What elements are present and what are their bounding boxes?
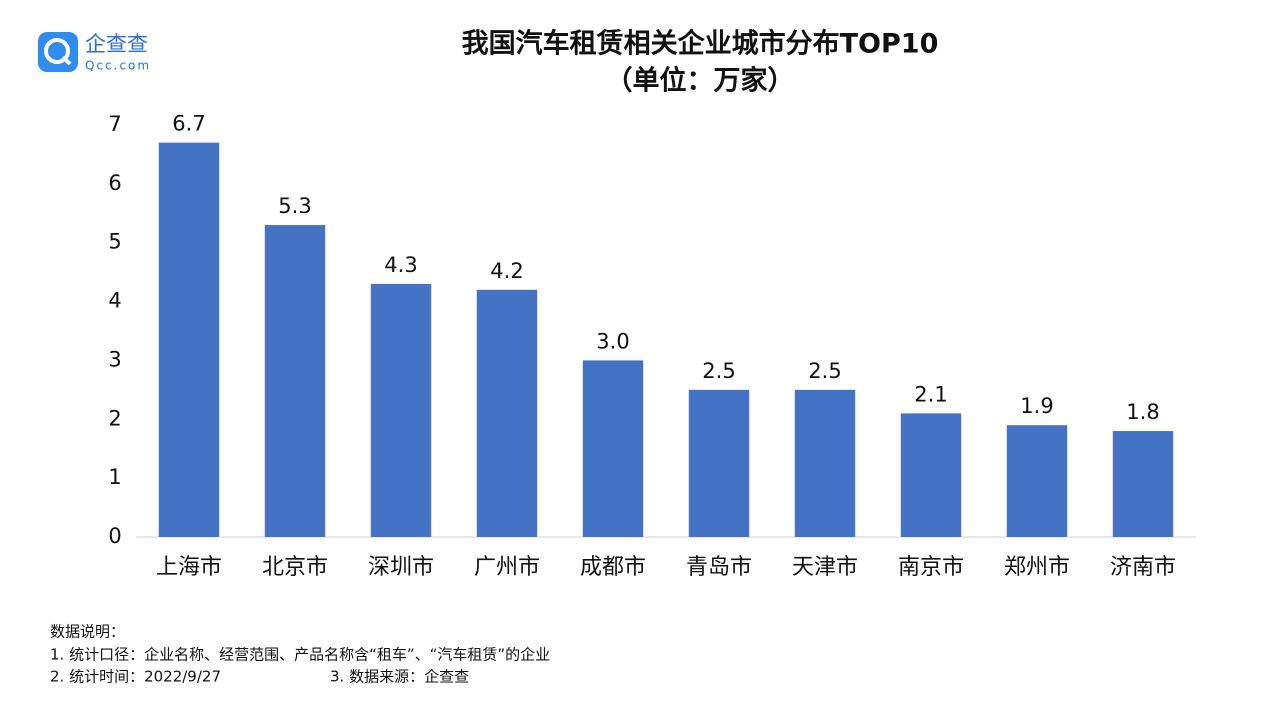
chart-title: 我国汽车租赁相关企业城市分布TOP10 <box>462 28 939 60</box>
value-label: 5.3 <box>278 194 311 218</box>
logo: 企查查 Qcc.com <box>38 32 151 73</box>
bar <box>582 360 644 537</box>
logo-domain: Qcc.com <box>85 59 151 73</box>
x-tick-label: 南京市 <box>898 555 964 580</box>
y-tick-label: 0 <box>108 524 121 548</box>
y-tick-label: 3 <box>108 347 121 371</box>
bar <box>1006 425 1068 537</box>
bar <box>1112 431 1174 537</box>
logo-icon <box>38 32 78 72</box>
note-heading: 数据说明： <box>50 623 125 641</box>
x-tick-label: 成都市 <box>580 555 646 580</box>
note: 2. 统计时间：2022/9/27 <box>50 668 221 686</box>
x-tick-label: 深圳市 <box>368 555 434 580</box>
y-tick-label: 5 <box>108 230 121 254</box>
y-tick-label: 6 <box>108 171 121 195</box>
logo-icon-q <box>44 38 70 64</box>
logo-icon-q-tail <box>61 55 72 66</box>
value-label: 2.5 <box>808 359 841 383</box>
value-label: 1.8 <box>1126 400 1159 424</box>
x-tick-label: 青岛市 <box>686 555 752 580</box>
bar <box>264 225 326 538</box>
x-tick-label: 郑州市 <box>1004 555 1070 580</box>
value-label: 1.9 <box>1020 394 1053 418</box>
value-label: 4.2 <box>490 259 523 283</box>
logo-name: 企查查 <box>85 32 148 56</box>
y-tick-label: 1 <box>108 465 121 489</box>
x-tick-label: 济南市 <box>1110 555 1176 580</box>
note: 3. 数据来源：企查查 <box>330 668 469 686</box>
bar <box>370 283 432 537</box>
x-tick-label: 广州市 <box>474 555 540 580</box>
bar <box>158 142 220 537</box>
note: 1. 统计口径：企业名称、经营范围、产品名称含“租车”、“汽车租赁”的企业 <box>50 646 550 664</box>
value-label: 3.0 <box>596 329 629 353</box>
y-tick-label: 7 <box>108 112 121 136</box>
bar <box>476 289 538 537</box>
bar <box>900 413 962 537</box>
bar <box>688 389 750 537</box>
value-label: 6.7 <box>172 112 205 136</box>
chart-subtitle: （单位：万家） <box>606 65 795 97</box>
x-tick-label: 北京市 <box>262 555 328 580</box>
bar <box>794 389 856 537</box>
y-tick-label: 2 <box>108 406 121 430</box>
value-label: 2.1 <box>914 382 947 406</box>
y-tick-label: 4 <box>108 289 121 313</box>
value-label: 2.5 <box>702 359 735 383</box>
value-label: 4.3 <box>384 253 417 277</box>
x-tick-label: 天津市 <box>792 555 858 580</box>
x-tick-label: 上海市 <box>156 555 222 580</box>
